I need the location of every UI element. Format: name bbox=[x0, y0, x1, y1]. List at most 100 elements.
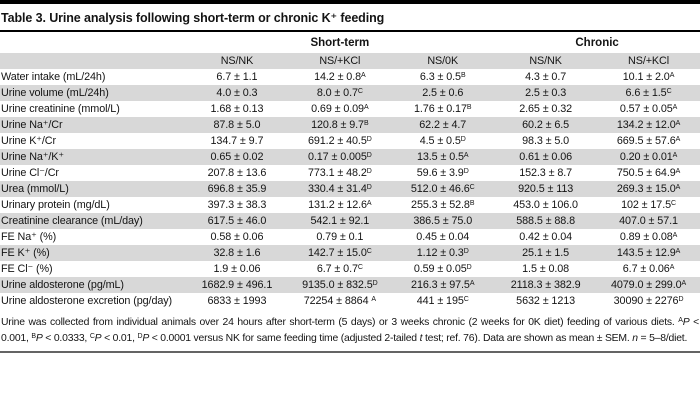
value-cell: 8.0 ± 0.7C bbox=[288, 85, 392, 101]
value-cell: 2.5 ± 0.6 bbox=[391, 85, 495, 101]
significance-superscript: A bbox=[675, 168, 681, 175]
row-label: Creatinine clearance (mL/day) bbox=[0, 213, 186, 229]
value-cell: 542.1 ± 92.1 bbox=[288, 213, 392, 229]
value-cell: 255.3 ± 52.8B bbox=[411, 199, 475, 211]
value-cell: 773.1 ± 48.2D bbox=[307, 167, 372, 179]
value-cell: 0.42 ± 0.04 bbox=[519, 231, 573, 243]
value-cell: 2118.3 ± 382.9 bbox=[494, 277, 598, 293]
table-row: Urea (mmol/L) 696.8 ± 35.9 330.4 ± 31.4D 51… bbox=[0, 181, 700, 197]
table-row: Urine creatinine (mmol/L) 1.68 ± 0.13 0.69… bbox=[0, 101, 700, 117]
value-cell: 1.68 ± 0.13 bbox=[210, 103, 264, 115]
value-cell: 0.58 ± 0.06 bbox=[210, 231, 264, 243]
value-cell: 330.4 ± 31.4D bbox=[288, 181, 392, 197]
row-label: Urine aldosterone (pg/mL) bbox=[0, 277, 186, 293]
row-label: Urine volume (mL/24h) bbox=[0, 85, 186, 101]
significance-superscript: A bbox=[669, 72, 675, 79]
value-cell: 4.5 ± 0.5D bbox=[419, 135, 466, 147]
footnote-italic: n bbox=[632, 333, 638, 344]
value-cell: 0.57 ± 0.05A bbox=[619, 103, 678, 115]
significance-superscript: A bbox=[675, 136, 681, 143]
footnote-superscript: B bbox=[31, 333, 36, 340]
significance-superscript: A bbox=[361, 72, 366, 79]
significance-superscript: D bbox=[463, 168, 469, 175]
value-cell: 1682.9 ± 496.1 bbox=[185, 277, 289, 293]
value-cell: 2.65 ± 0.32 bbox=[519, 103, 573, 115]
table-row: Urine aldosterone (pg/mL) 1682.9 ± 496.1 9… bbox=[0, 277, 700, 293]
significance-superscript: D bbox=[678, 296, 684, 303]
significance-superscript: B bbox=[363, 120, 369, 127]
value-cell: 696.8 ± 35.9 bbox=[185, 181, 289, 197]
significance-superscript: C bbox=[463, 296, 469, 303]
value-cell: 9135.0 ± 832.5D bbox=[288, 277, 392, 293]
table-footnote: Urine was collected from individual anim… bbox=[1, 317, 699, 344]
value-cell: 62.2 ± 4.7 bbox=[391, 117, 495, 133]
significance-superscript: A bbox=[672, 232, 678, 239]
row-label: Urine K⁺/Cr bbox=[1, 135, 56, 147]
value-cell: 0.17 ± 0.005D bbox=[288, 149, 392, 165]
value-cell: 30090 ± 2276D bbox=[613, 295, 684, 307]
significance-superscript: C bbox=[357, 264, 363, 271]
value-cell: 72254 ± 8864 A bbox=[303, 295, 376, 307]
row-label: Water intake (mL/24h) bbox=[1, 71, 106, 83]
significance-superscript: D bbox=[366, 184, 372, 191]
value-cell: 14.2 ± 0.8A bbox=[314, 71, 366, 83]
significance-superscript: D bbox=[372, 280, 378, 287]
significance-superscript: A bbox=[371, 296, 376, 303]
value-cell: 25.1 ± 1.5 bbox=[494, 245, 598, 261]
urine-analysis-table-panel: Table 3. Urine analysis following short-… bbox=[0, 0, 700, 353]
value-cell: 216.3 ± 97.5A bbox=[391, 277, 495, 293]
value-cell: 750.5 ± 64.9A bbox=[616, 167, 681, 179]
group-header-row: Short-term Chronic bbox=[0, 32, 700, 53]
value-cell: 407.0 ± 57.1 bbox=[597, 213, 700, 229]
significance-superscript: A bbox=[669, 264, 675, 271]
value-cell: 2.5 ± 0.3 bbox=[494, 85, 598, 101]
value-cell: 397.3 ± 38.3 bbox=[207, 199, 267, 211]
significance-superscript: D bbox=[366, 168, 372, 175]
value-cell: 0.59 ± 0.05D bbox=[413, 263, 472, 275]
significance-superscript: D bbox=[366, 136, 372, 143]
value-cell: 6833 ± 1993 bbox=[207, 295, 267, 307]
significance-superscript: D bbox=[460, 136, 466, 143]
table-row: Urine K⁺/Cr 134.7 ± 9.7 691.2 ± 40.5D 4.5 ±… bbox=[0, 133, 700, 149]
significance-superscript: C bbox=[366, 248, 372, 255]
value-cell: 4.0 ± 0.3 bbox=[185, 85, 289, 101]
column-header: NS/NK bbox=[494, 53, 598, 69]
table-head: Short-term Chronic NS/NK NS/+KCl NS/0K NS/NK N… bbox=[0, 32, 700, 69]
value-cell: 6.7 ± 1.1 bbox=[216, 71, 258, 83]
significance-superscript: A bbox=[366, 200, 372, 207]
data-table: Short-term Chronic NS/NK NS/+KCl NS/0K NS/NK N… bbox=[0, 32, 700, 309]
value-cell: 617.5 ± 46.0 bbox=[185, 213, 289, 229]
column-header: NS/NK bbox=[185, 53, 289, 69]
row-label: Urine Cl⁻/Cr bbox=[1, 167, 59, 179]
row-label: Urea (mmol/L) bbox=[0, 181, 186, 197]
column-header: NS/0K bbox=[391, 53, 495, 69]
value-cell: 32.8 ± 1.6 bbox=[185, 245, 289, 261]
value-cell: 920.5 ± 113 bbox=[494, 181, 598, 197]
significance-superscript: B bbox=[469, 200, 475, 207]
value-cell: 1.5 ± 0.08 bbox=[522, 263, 570, 275]
value-cell: 98.3 ± 5.0 bbox=[522, 135, 570, 147]
table-row: FE K⁺ (%) 32.8 ± 1.6 142.7 ± 15.0C 1.12 ± 0… bbox=[0, 245, 700, 261]
footnote-superscript: A bbox=[678, 317, 683, 324]
value-cell: 512.0 ± 46.6C bbox=[391, 181, 495, 197]
column-header: NS/+KCl bbox=[288, 53, 392, 69]
value-cell: 453.0 ± 106.0 bbox=[513, 199, 578, 211]
row-label: FE Na⁺ (%) bbox=[1, 231, 57, 243]
value-cell: 102 ± 17.5C bbox=[621, 199, 676, 211]
row-label: Urinary protein (mg/dL) bbox=[1, 199, 110, 211]
significance-superscript: A bbox=[675, 120, 681, 127]
table-row: FE Cl⁻ (%) 1.9 ± 0.06 6.7 ± 0.7C 0.59 ± 0.0… bbox=[0, 261, 700, 277]
value-cell: 588.5 ± 88.8 bbox=[494, 213, 598, 229]
value-cell: 131.2 ± 12.6A bbox=[308, 199, 372, 211]
row-label: Urine aldosterone excretion (pg/day) bbox=[1, 295, 173, 307]
significance-superscript: A bbox=[681, 280, 687, 287]
group-header-chronic: Chronic bbox=[494, 32, 700, 53]
significance-superscript: C bbox=[671, 200, 676, 207]
table-row: Urine aldosterone excretion (pg/day) 6833… bbox=[0, 293, 700, 309]
significance-superscript: A bbox=[672, 104, 678, 111]
significance-superscript: A bbox=[469, 280, 475, 287]
value-cell: 1.76 ± 0.17B bbox=[414, 103, 472, 115]
table-row: Water intake (mL/24h) 6.7 ± 1.1 14.2 ± 0.8… bbox=[0, 69, 700, 85]
value-cell: 6.7 ± 0.06A bbox=[622, 263, 675, 275]
significance-superscript: A bbox=[672, 152, 678, 159]
